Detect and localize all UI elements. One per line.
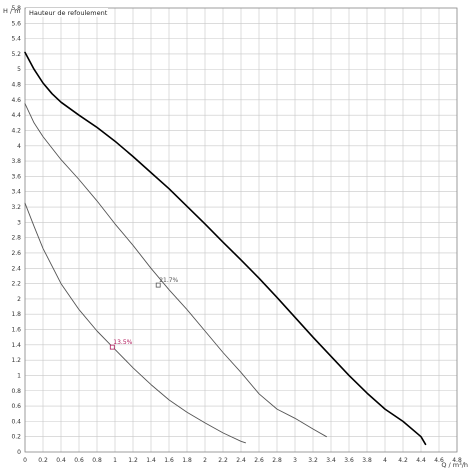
y-tick-label: 5.8 (11, 5, 21, 12)
x-tick-label: 4.8 (452, 457, 462, 464)
y-tick-label: 2.2 (11, 281, 21, 288)
y-tick-label: 3 (17, 219, 21, 226)
y-tick-label: 5.6 (11, 20, 21, 27)
annotation-label: 21.7% (159, 277, 178, 284)
x-tick-label: 3.4 (326, 457, 336, 464)
series-line-2 (24, 103, 327, 438)
y-tick-label: 5 (17, 66, 21, 73)
series-line-3 (24, 202, 246, 444)
x-tick-label: 1.4 (146, 457, 156, 464)
x-tick-label: 1.6 (164, 457, 174, 464)
y-tick-label: 2.6 (11, 250, 21, 257)
x-tick-label: 4.6 (434, 457, 444, 464)
x-tick-label: 0.4 (56, 457, 66, 464)
x-axis-ticks: 0 0.2 0.4 0.6 0.8 1 1.2 1.4 1.6 1.8 2 2.2 2.4 2.6 2.8 3… (23, 457, 462, 464)
annotation-marker (109, 344, 115, 350)
y-tick-label: 3.4 (11, 189, 21, 196)
x-tick-label: 1.2 (128, 457, 138, 464)
title-background (26, 8, 108, 17)
x-tick-label: 0 (23, 457, 27, 464)
chart-title: Hauteur de refoulement (29, 9, 108, 17)
y-tick-label: 5.2 (11, 51, 21, 58)
y-tick-label: 1.8 (11, 311, 21, 318)
y-tick-label: 3.2 (11, 204, 21, 211)
x-tick-label: 3.2 (308, 457, 318, 464)
y-tick-label: 3.6 (11, 173, 21, 180)
x-tick-label: 3.8 (362, 457, 372, 464)
y-axis-label: H / m (3, 7, 21, 15)
x-tick-label: 0.6 (74, 457, 84, 464)
x-tick-label: 0.8 (92, 457, 102, 464)
y-tick-label: 4.2 (11, 127, 21, 134)
x-tick-label: 0.2 (38, 457, 48, 464)
y-tick-label: 0.8 (11, 388, 21, 395)
annotation-label: 13.5% (113, 339, 132, 346)
y-tick-label: 3.8 (11, 158, 21, 165)
y-tick-label: 4.4 (11, 112, 21, 119)
y-tick-label: 5.4 (11, 36, 21, 43)
y-tick-label: 4.8 (11, 82, 21, 89)
y-tick-label: 2.8 (11, 235, 21, 242)
y-tick-label: 0.4 (11, 418, 21, 425)
y-axis-ticks: 0 0.2 0.4 0.6 0.8 1 1.2 1.4 1.6 1.8 2 2.2 2.4 2.6 2.8 3… (11, 5, 21, 456)
x-tick-label: 4 (383, 457, 387, 464)
series-group (24, 51, 427, 446)
x-tick-label: 2 (203, 457, 207, 464)
y-tick-label: 4.6 (11, 97, 21, 104)
x-tick-label: 3 (293, 457, 297, 464)
annotation-marker (155, 282, 161, 288)
y-tick-label: 1 (17, 372, 21, 379)
y-tick-label: 2.4 (11, 265, 21, 272)
y-tick-label: 2 (17, 296, 21, 303)
x-tick-label: 4.4 (416, 457, 426, 464)
y-tick-label: 1.6 (11, 327, 21, 334)
y-tick-label: 0.2 (11, 434, 21, 441)
x-tick-label: 2.2 (218, 457, 228, 464)
y-tick-label: 1.4 (11, 342, 21, 349)
x-tick-label: 1.8 (182, 457, 192, 464)
y-tick-label: 1.2 (11, 357, 21, 364)
annotations: 21.7% 13.5% (109, 277, 179, 350)
x-tick-label: 4.2 (398, 457, 408, 464)
plot-frame (24, 7, 458, 453)
series-line-1 (24, 51, 427, 446)
grid (24, 7, 458, 453)
x-tick-label: 2.6 (254, 457, 264, 464)
x-axis-label: Q / m³/h (441, 461, 468, 469)
x-tick-label: 3.6 (344, 457, 354, 464)
y-tick-label: 0.6 (11, 403, 21, 410)
y-tick-label: 4 (17, 143, 21, 150)
x-tick-label: 1 (113, 457, 117, 464)
x-tick-label: 2.8 (272, 457, 282, 464)
x-tick-label: 2.4 (236, 457, 246, 464)
y-tick-label: 0 (17, 449, 21, 456)
